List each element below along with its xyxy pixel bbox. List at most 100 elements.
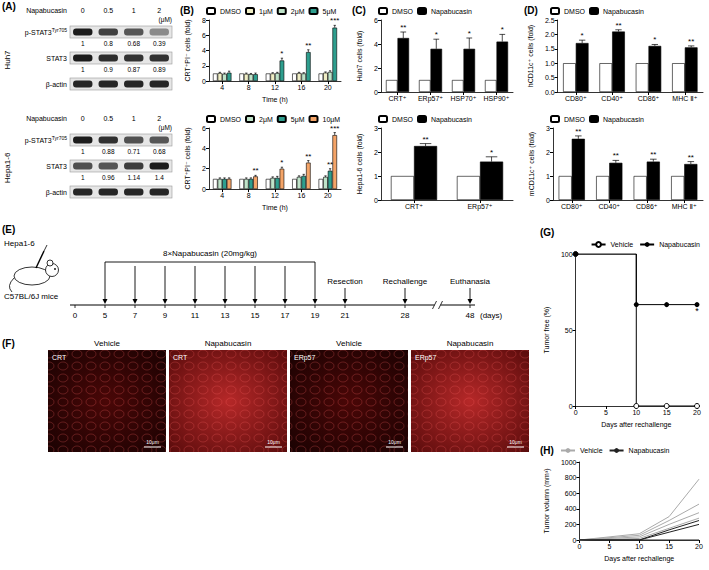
svg-text:*: *	[653, 35, 656, 44]
svg-text:(B): (B)	[180, 5, 194, 16]
svg-text:0.88: 0.88	[102, 148, 115, 155]
svg-text:1: 1	[132, 7, 136, 14]
svg-text:0: 0	[81, 7, 85, 14]
svg-text:Napabucasin: Napabucasin	[603, 8, 644, 16]
svg-text:1: 1	[374, 173, 378, 180]
svg-text:Days after rechallenge: Days after rechallenge	[601, 421, 671, 429]
svg-text:0: 0	[578, 543, 582, 550]
svg-text:2: 2	[374, 65, 378, 72]
svg-text:4: 4	[220, 84, 224, 91]
svg-text:Time (h): Time (h)	[262, 96, 288, 104]
svg-text:2: 2	[546, 149, 550, 156]
svg-text:100: 100	[561, 251, 573, 258]
svg-text:1: 1	[546, 173, 550, 180]
svg-text:DMSO: DMSO	[392, 116, 414, 123]
svg-text:Napabucasin: Napabucasin	[26, 7, 67, 15]
svg-text:6: 6	[202, 32, 206, 39]
svg-text:DMSO: DMSO	[392, 8, 414, 15]
svg-text:15: 15	[665, 543, 673, 550]
svg-text:STAT3: STAT3	[46, 55, 67, 62]
svg-text:0.5: 0.5	[545, 74, 555, 81]
svg-text:800: 800	[565, 474, 577, 481]
svg-text:**: **	[688, 153, 694, 162]
svg-text:*: *	[280, 49, 283, 58]
svg-text:0.5: 0.5	[103, 7, 113, 14]
svg-text:DMSO: DMSO	[220, 116, 242, 123]
svg-text:MHC Ⅱ⁺: MHC Ⅱ⁺	[672, 95, 697, 102]
svg-text:8: 8	[202, 17, 206, 24]
svg-text:ERp57⁺: ERp57⁺	[418, 95, 443, 103]
svg-text:1.0: 1.0	[545, 60, 555, 67]
svg-text:**: **	[305, 152, 311, 161]
svg-text:C57BL/6J mice: C57BL/6J mice	[4, 292, 59, 301]
svg-text:5μM: 5μM	[323, 8, 337, 16]
svg-text:β-actin: β-actin	[46, 81, 67, 89]
svg-text:6: 6	[202, 125, 206, 132]
svg-text:Time (h): Time (h)	[262, 204, 288, 212]
svg-text:15: 15	[663, 409, 671, 416]
svg-text:20: 20	[324, 84, 332, 91]
svg-text:(E): (E)	[2, 224, 15, 235]
svg-text:(F): (F)	[2, 338, 15, 349]
svg-text:0: 0	[202, 186, 206, 193]
svg-text:8×Napabucasin (20mg/kg): 8×Napabucasin (20mg/kg)	[163, 249, 257, 258]
svg-text:20: 20	[324, 192, 332, 199]
svg-text:1: 1	[81, 66, 85, 73]
svg-text:6: 6	[374, 17, 378, 24]
svg-text:ERp57⁺: ERp57⁺	[467, 203, 492, 211]
svg-text:(days): (days)	[480, 311, 503, 320]
svg-text:(C): (C)	[352, 5, 366, 16]
svg-text:0.68: 0.68	[127, 40, 140, 47]
svg-text:0: 0	[573, 537, 577, 544]
svg-text:50: 50	[565, 327, 573, 334]
svg-text:3: 3	[374, 125, 378, 132]
svg-text:400: 400	[565, 505, 577, 512]
svg-text:2: 2	[202, 62, 206, 69]
svg-text:8: 8	[247, 84, 251, 91]
svg-text:Napabucasin: Napabucasin	[26, 115, 67, 123]
svg-text:10μm: 10μm	[267, 439, 280, 445]
svg-text:hCD11c⁺ cells (fold): hCD11c⁺ cells (fold)	[527, 25, 535, 87]
svg-text:0: 0	[73, 311, 78, 320]
svg-text:CD40⁺: CD40⁺	[598, 203, 620, 210]
svg-text:10: 10	[632, 409, 640, 416]
svg-text:0.71: 0.71	[127, 148, 140, 155]
svg-text:10μM: 10μM	[323, 116, 341, 124]
svg-text:10μm: 10μm	[388, 439, 401, 445]
svg-text:MHC Ⅱ⁺: MHC Ⅱ⁺	[672, 203, 697, 210]
svg-text:**: **	[327, 160, 333, 169]
svg-text:19: 19	[311, 311, 320, 320]
svg-text:0: 0	[81, 115, 85, 122]
svg-text:17: 17	[281, 311, 290, 320]
svg-text:**: **	[422, 135, 428, 144]
svg-text:0.0: 0.0	[545, 89, 555, 96]
svg-text:CD86⁺: CD86⁺	[638, 95, 660, 102]
svg-text:1.4: 1.4	[155, 174, 164, 181]
svg-text:p-STAT3Tyr705: p-STAT3Tyr705	[25, 27, 67, 37]
svg-text:CD86⁺: CD86⁺	[636, 203, 658, 210]
svg-text:**: **	[252, 166, 258, 175]
svg-text:0: 0	[546, 197, 550, 204]
svg-text:mCD11c⁺ cells (fold): mCD11c⁺ cells (fold)	[528, 132, 536, 196]
svg-text:2.5: 2.5	[545, 17, 555, 24]
svg-text:Hepa1-6: Hepa1-6	[3, 152, 12, 183]
svg-text:0.39: 0.39	[153, 40, 166, 47]
svg-text:0.96: 0.96	[102, 174, 115, 181]
svg-text:Tumor free (%): Tumor free (%)	[543, 307, 551, 354]
svg-text:(μM): (μM)	[159, 16, 173, 24]
svg-text:2: 2	[157, 115, 161, 122]
svg-text:CD80⁺: CD80⁺	[565, 95, 587, 102]
svg-text:Napabucasin: Napabucasin	[603, 116, 644, 124]
svg-text:10: 10	[635, 543, 643, 550]
svg-text:0.8: 0.8	[104, 40, 113, 47]
svg-text:0.89: 0.89	[153, 66, 166, 73]
svg-text:0.68: 0.68	[153, 148, 166, 155]
svg-text:Napabucasin: Napabucasin	[447, 339, 494, 348]
svg-text:48: 48	[466, 311, 475, 320]
svg-text:*: *	[435, 30, 438, 39]
svg-text:DMSO: DMSO	[564, 116, 586, 123]
svg-text:Napabucasin: Napabucasin	[205, 339, 252, 348]
svg-text:**: **	[575, 127, 581, 136]
svg-text:Vehicle: Vehicle	[94, 339, 120, 348]
svg-text:Hepa1-6: Hepa1-6	[4, 239, 35, 248]
